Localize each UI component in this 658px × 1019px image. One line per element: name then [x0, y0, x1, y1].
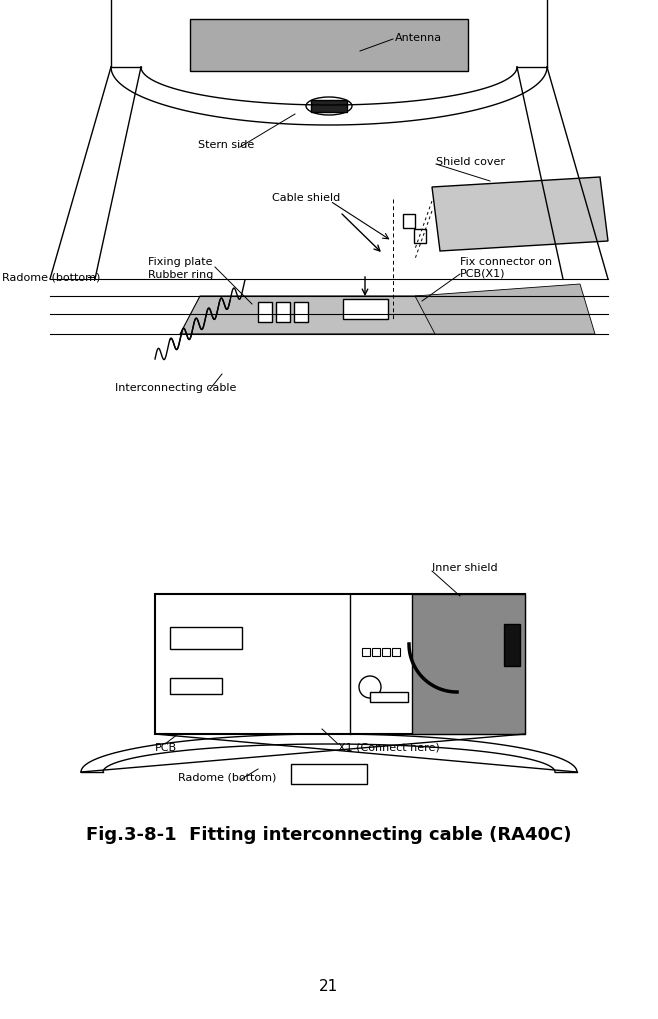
- Text: X1 (Connect here): X1 (Connect here): [338, 742, 440, 752]
- Text: Radome (bottom): Radome (bottom): [2, 273, 101, 282]
- Bar: [370, 692, 408, 702]
- Text: Stern side: Stern side: [198, 140, 254, 150]
- Text: Fig.3-8-1  Fitting interconnecting cable (RA40C): Fig.3-8-1 Fitting interconnecting cable …: [86, 825, 572, 843]
- Polygon shape: [180, 297, 440, 334]
- Bar: [170, 679, 222, 694]
- Bar: [362, 648, 370, 656]
- Bar: [392, 648, 400, 656]
- Text: Fixing plate: Fixing plate: [148, 257, 213, 267]
- Bar: [412, 594, 525, 735]
- Bar: [403, 215, 415, 229]
- Bar: [291, 764, 367, 785]
- Circle shape: [359, 677, 381, 698]
- Text: Cable shield: Cable shield: [272, 193, 340, 203]
- Ellipse shape: [306, 98, 352, 116]
- Bar: [294, 303, 308, 323]
- Bar: [190, 20, 468, 72]
- Text: Rubber ring: Rubber ring: [148, 270, 213, 280]
- Bar: [258, 303, 272, 323]
- Text: Interconnecting cable: Interconnecting cable: [115, 382, 236, 392]
- Text: Antenna: Antenna: [395, 33, 442, 43]
- Bar: [372, 648, 380, 656]
- Bar: [382, 648, 390, 656]
- Text: Fix connector on
PCB(X1): Fix connector on PCB(X1): [460, 257, 552, 278]
- Text: Shield cover: Shield cover: [436, 157, 505, 167]
- Text: 21: 21: [319, 978, 339, 994]
- Polygon shape: [415, 284, 595, 334]
- Bar: [414, 229, 426, 244]
- Bar: [155, 594, 525, 735]
- Text: Inner shield: Inner shield: [432, 562, 497, 573]
- Text: Radome (bottom): Radome (bottom): [178, 772, 276, 783]
- Bar: [276, 303, 290, 323]
- Polygon shape: [432, 178, 608, 252]
- Text: PCB: PCB: [155, 742, 177, 752]
- Bar: [343, 300, 388, 320]
- Bar: [170, 628, 242, 649]
- Bar: [311, 101, 347, 113]
- Bar: [504, 625, 520, 666]
